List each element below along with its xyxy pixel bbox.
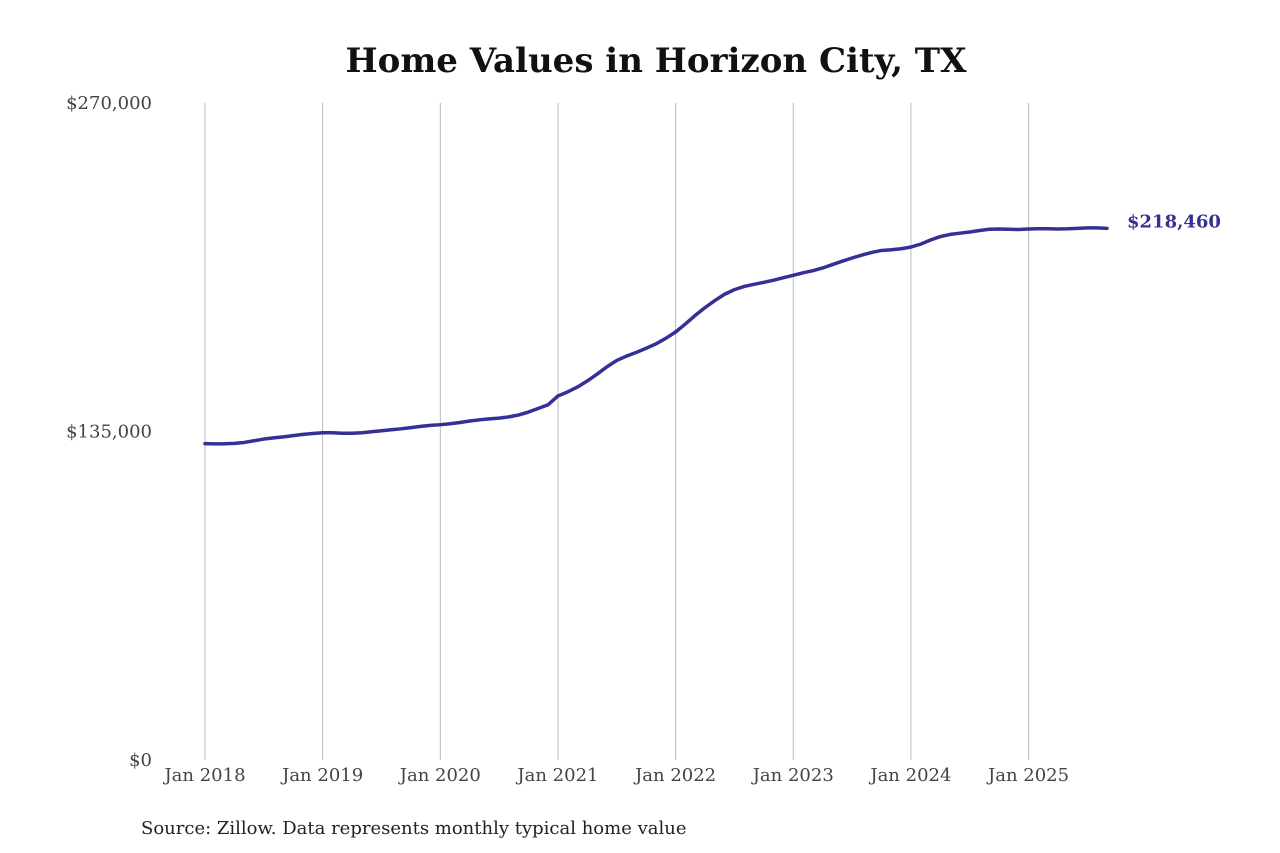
data-label: $218,460 [1127, 211, 1221, 232]
x-tick-label: Jan 2021 [515, 765, 598, 786]
x-tick-label: Jan 2025 [986, 765, 1069, 786]
x-tick-label: Jan 2024 [868, 765, 951, 786]
x-tick-label: Jan 2023 [751, 765, 834, 786]
y-tick-label: $0 [129, 750, 152, 771]
chart-title: Home Values in Horizon City, TX [346, 41, 968, 81]
x-tick-label: Jan 2020 [398, 765, 481, 786]
x-tick-label: Jan 2018 [162, 765, 245, 786]
y-tick-label: $270,000 [66, 93, 152, 114]
y-tick-label: $135,000 [66, 422, 152, 443]
line [203, 226, 1109, 446]
x-tick-label: Jan 2019 [280, 765, 363, 786]
source-note: Source: Zillow. Data represents monthly … [141, 818, 687, 839]
x-tick-label: Jan 2022 [633, 765, 716, 786]
